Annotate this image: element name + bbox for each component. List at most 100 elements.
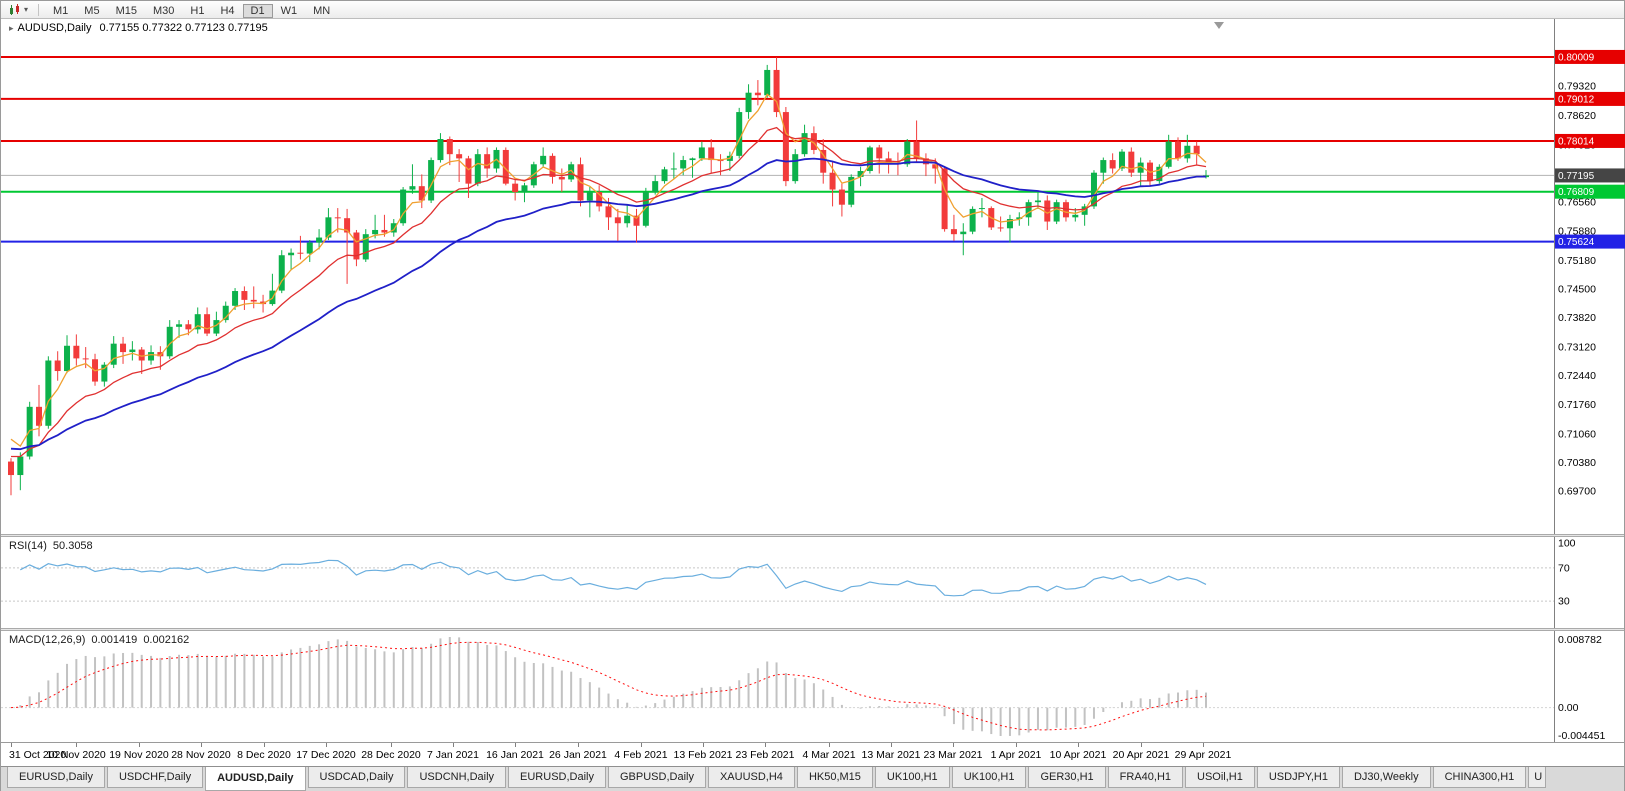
- timeframe-toolbar: ▾ M1 M5 M15 M30 H1 H4 D1 W1 MN: [1, 1, 1624, 19]
- chart-tab-dj30-weekly[interactable]: DJ30,Weekly: [1341, 767, 1431, 788]
- time-axis-label: 28 Dec 2020: [361, 749, 421, 761]
- pane-resize-handle[interactable]: [1, 628, 1624, 631]
- time-axis-label: 20 Apr 2021: [1112, 749, 1170, 761]
- svg-text:0.80009: 0.80009: [1558, 52, 1595, 63]
- macd-indicator-pane[interactable]: 0.008782 0.00 -0.004451: [1, 631, 1625, 742]
- pane-resize-handle[interactable]: [1, 534, 1624, 537]
- time-axis[interactable]: 31 Oct 2020 10 Nov 2020 19 Nov 2020 28 Nov …: [1, 742, 1624, 766]
- chevron-down-icon: ▾: [24, 4, 29, 14]
- svg-text:0.76560: 0.76560: [1558, 197, 1596, 209]
- svg-text:0.69700: 0.69700: [1558, 486, 1596, 498]
- rsi-indicator-pane[interactable]: 100 70 30: [1, 537, 1625, 628]
- chart-tab-ger30-h1[interactable]: GER30,H1: [1028, 767, 1106, 788]
- time-axis-tick: [765, 743, 766, 747]
- chart-tab-china300-h1[interactable]: CHINA300,H1: [1432, 767, 1527, 788]
- time-axis-label: 8 Dec 2020: [237, 749, 291, 761]
- time-axis-label: 19 Nov 2020: [109, 749, 169, 761]
- chart-tab-u[interactable]: U: [1528, 767, 1547, 788]
- chart-tab-eurusd-daily[interactable]: EURUSD,Daily: [508, 767, 606, 788]
- svg-text:0.77195: 0.77195: [1558, 171, 1595, 182]
- time-axis-tick: [1141, 743, 1142, 747]
- time-axis-label: 23 Feb 2021: [735, 749, 795, 761]
- svg-text:-0.004451: -0.004451: [1558, 730, 1605, 742]
- timeframe-button-m5[interactable]: M5: [84, 4, 100, 17]
- chart-tab-fra40-h1[interactable]: FRA40,H1: [1107, 767, 1184, 788]
- timeframe-button-w1[interactable]: W1: [280, 4, 298, 17]
- svg-text:0.73820: 0.73820: [1558, 312, 1596, 324]
- macd-name: MACD(12,26,9): [9, 634, 86, 646]
- chart-tab-usdcad-daily[interactable]: USDCAD,Daily: [307, 767, 406, 788]
- chart-tab-usoil-h1[interactable]: USOil,H1: [1185, 767, 1255, 788]
- svg-text:0.73120: 0.73120: [1558, 342, 1596, 354]
- time-axis-tick: [326, 743, 327, 747]
- time-axis-tick: [641, 743, 642, 747]
- time-axis-label: 23 Mar 2021: [923, 749, 983, 761]
- time-axis-label: 13 Feb 2021: [673, 749, 733, 761]
- chart-tab-uk100-h1[interactable]: UK100,H1: [951, 767, 1027, 788]
- timeframe-button-mn[interactable]: MN: [313, 4, 331, 17]
- svg-text:0.70380: 0.70380: [1558, 457, 1596, 469]
- rsi-indicator-label: RSI(14) 50.3058: [9, 540, 99, 552]
- macd-indicator-label: MACD(12,26,9) 0.001419 0.002162: [9, 634, 195, 646]
- timeframe-button-d1[interactable]: D1: [242, 3, 273, 18]
- time-axis-label: 4 Mar 2021: [802, 749, 856, 761]
- time-axis-label: 13 Mar 2021: [861, 749, 921, 761]
- time-axis-label: 10 Nov 2020: [46, 749, 106, 761]
- svg-text:0.76809: 0.76809: [1558, 187, 1595, 198]
- symbol-label: AUDUSD,Daily: [17, 22, 92, 34]
- time-axis-tick: [1016, 743, 1017, 747]
- time-axis-label: 29 Apr 2021: [1174, 749, 1232, 761]
- chart-tab-usdjpy-h1[interactable]: USDJPY,H1: [1256, 767, 1340, 788]
- chart-tab-uk100-h1[interactable]: UK100,H1: [874, 767, 950, 788]
- timeframe-buttons-group: M1 M5 M15 M30 H1 H4 D1 W1 MN: [45, 1, 338, 19]
- svg-text:0.78014: 0.78014: [1558, 136, 1595, 147]
- timeframe-button-m15[interactable]: M15: [115, 4, 137, 17]
- chart-tab-xauusd-h4[interactable]: XAUUSD,H4: [707, 767, 795, 788]
- timeframe-button-h4[interactable]: H4: [220, 4, 235, 17]
- chart-tab-audusd-daily[interactable]: AUDUSD,Daily: [205, 767, 306, 791]
- rsi-value: 50.3058: [52, 540, 93, 552]
- main-price-chart[interactable]: 0.793200.786200.779200.772400.765600.758…: [1, 19, 1625, 534]
- svg-text:70: 70: [1558, 562, 1570, 574]
- timeframe-button-m30[interactable]: M30: [152, 4, 175, 17]
- svg-text:0.75624: 0.75624: [1558, 237, 1595, 248]
- time-axis-tick: [139, 743, 140, 747]
- time-axis-tick: [953, 743, 954, 747]
- chart-type-icon[interactable]: ▾: [5, 3, 32, 16]
- svg-text:0.008782: 0.008782: [1558, 634, 1602, 646]
- svg-text:0.00: 0.00: [1558, 702, 1579, 714]
- chart-tab-eurusd-daily[interactable]: EURUSD,Daily: [7, 767, 105, 788]
- chart-tabs-bar: EURUSD,Daily USDCHF,Daily AUDUSD,Daily USDC…: [1, 766, 1624, 791]
- chart-tab-usdchf-daily[interactable]: USDCHF,Daily: [106, 767, 204, 788]
- svg-text:0.71760: 0.71760: [1558, 399, 1596, 411]
- svg-text:100: 100: [1558, 538, 1576, 550]
- svg-text:0.79320: 0.79320: [1558, 80, 1596, 92]
- timeframe-button-h1[interactable]: H1: [190, 4, 205, 17]
- time-axis-tick: [578, 743, 579, 747]
- svg-text:0.79012: 0.79012: [1558, 94, 1595, 105]
- chart-tab-hk50-m15[interactable]: HK50,M15: [796, 767, 873, 788]
- timeframe-button-m1[interactable]: M1: [53, 4, 69, 17]
- time-axis-label: 10 Apr 2021: [1049, 749, 1107, 761]
- time-axis-label: 17 Dec 2020: [296, 749, 356, 761]
- time-axis-label: 7 Jan 2021: [427, 749, 479, 761]
- time-axis-tick: [264, 743, 265, 747]
- time-axis-tick: [453, 743, 454, 747]
- time-axis-label: 16 Jan 2021: [486, 749, 544, 761]
- one-click-trading-arrow-icon[interactable]: ▸: [9, 23, 14, 33]
- chart-tab-usdcnh-daily[interactable]: USDCNH,Daily: [407, 767, 507, 788]
- time-axis-tick: [703, 743, 704, 747]
- time-axis-tick: [76, 743, 77, 747]
- time-axis-tick: [1078, 743, 1079, 747]
- svg-text:0.72440: 0.72440: [1558, 370, 1596, 382]
- time-axis-label: 31 Oct 2020: [9, 749, 67, 761]
- chart-tab-gbpusd-daily[interactable]: GBPUSD,Daily: [608, 767, 706, 788]
- candlestick-icon: [10, 3, 19, 15]
- svg-text:0.75180: 0.75180: [1558, 255, 1596, 267]
- svg-text:0.74500: 0.74500: [1558, 283, 1596, 295]
- time-axis-tick: [829, 743, 830, 747]
- rsi-name: RSI(14): [9, 540, 47, 552]
- time-axis-label: 4 Feb 2021: [614, 749, 668, 761]
- time-axis-tick: [11, 743, 12, 747]
